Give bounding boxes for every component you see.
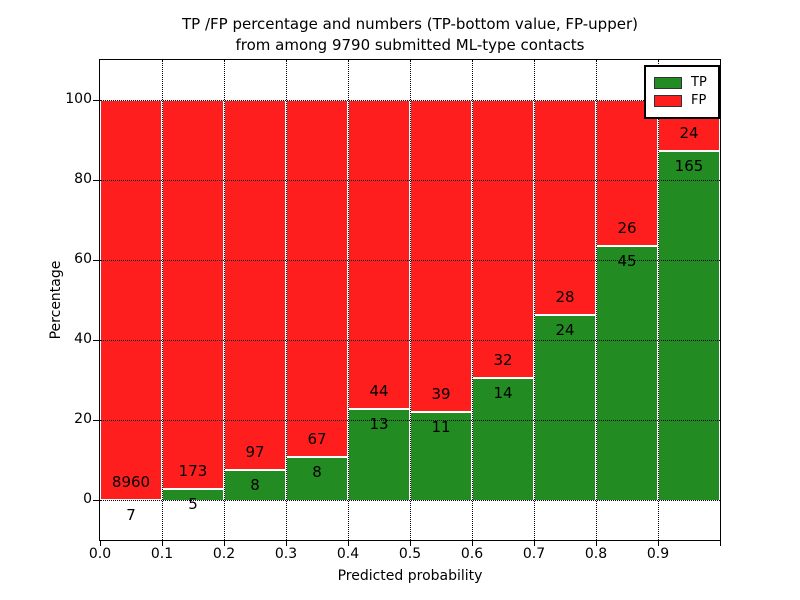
legend: TP FP	[644, 65, 720, 119]
bar-label-tp: 45	[617, 252, 637, 271]
x-tick-label: 0.8	[584, 546, 608, 562]
bar-label-tp: 13	[369, 414, 389, 433]
x-tick-label: 0.7	[522, 546, 546, 562]
x-axis-tick	[100, 540, 101, 546]
gridline-vertical	[286, 60, 287, 540]
x-tick-label: 0.9	[646, 546, 670, 562]
bar-segment-fp	[348, 100, 410, 409]
x-axis-tick	[596, 540, 597, 546]
bar-segment-tp	[348, 408, 410, 500]
bar-segment-tp	[472, 378, 534, 500]
legend-label-tp: TP	[691, 75, 707, 90]
gridline-vertical	[534, 60, 535, 540]
bar-label-tp: 11	[431, 418, 451, 436]
y-tick-label: 60	[74, 251, 92, 267]
gridline-vertical	[410, 60, 411, 540]
bar-segment-tp	[286, 457, 348, 500]
y-axis-tick	[93, 340, 99, 341]
y-tick-label: 100	[65, 91, 92, 107]
y-axis-tick	[93, 500, 99, 501]
chart-title: TP /FP percentage and numbers (TP-bottom…	[100, 14, 720, 56]
bar-label-fp: 173	[178, 461, 208, 480]
bar-segment-fp	[224, 100, 286, 470]
x-tick-label: 0.3	[274, 546, 298, 562]
bar-segment-fp	[100, 100, 162, 500]
y-tick-label: 20	[74, 411, 92, 427]
legend-row-fp: FP	[654, 93, 710, 109]
gridline-vertical	[658, 60, 659, 540]
y-tick-label: 0	[83, 491, 92, 507]
y-axis-tick	[93, 180, 99, 181]
gridline-vertical	[162, 60, 163, 540]
plot-inner: 8960 7 173 5 97 8 67 8 44 13 39 11 32 14 28 24 26 45 24 165	[93, 60, 721, 546]
x-tick-label: 0.5	[398, 546, 422, 562]
y-axis-label: Percentage	[48, 260, 64, 340]
gridline-vertical	[348, 60, 349, 540]
bar-segment-tp	[596, 246, 658, 500]
bar-label-fp: 28	[555, 288, 575, 307]
y-axis-tick	[93, 420, 99, 421]
bar-label-tp: 8	[250, 475, 260, 494]
bar-segment-fp	[534, 100, 596, 316]
x-axis-tick	[720, 540, 721, 546]
bar-label-tp: 165	[674, 156, 704, 175]
bar-label-tp: 8	[312, 463, 322, 482]
legend-label-fp: FP	[691, 93, 707, 108]
gridline-vertical	[224, 60, 225, 540]
bar-segment-tp	[410, 412, 472, 500]
x-axis-tick	[162, 540, 163, 546]
gridline-vertical	[596, 60, 597, 540]
bar-segment-fp	[410, 100, 472, 412]
bar-label-tp: 24	[555, 321, 575, 340]
y-axis-tick	[93, 260, 99, 261]
bar-segment-tp	[658, 150, 720, 500]
x-axis-tick	[658, 540, 659, 546]
bar-segment-fp	[286, 100, 348, 458]
bar-label-fp: 26	[617, 219, 637, 238]
x-tick-label: 0.6	[460, 546, 484, 562]
bar-segment-fp	[596, 100, 658, 247]
x-axis-tick	[410, 540, 411, 546]
bar-label-fp: 97	[245, 442, 265, 461]
x-axis-tick	[534, 540, 535, 546]
plot-area: 8960 7 173 5 97 8 67 8 44 13 39 11 32 14 28 24 26 45 24 165…	[93, 59, 721, 546]
bar-label-tp: 14	[493, 384, 513, 403]
x-axis-tick	[286, 540, 287, 546]
legend-patch-tp	[654, 77, 682, 89]
x-axis-label: Predicted probability	[337, 568, 483, 584]
x-tick-label: 0.2	[212, 546, 236, 562]
legend-patch-fp	[654, 95, 682, 107]
bar-segment-fp	[472, 100, 534, 379]
y-axis-tick	[93, 100, 99, 101]
bar-label-fp: 39	[431, 385, 451, 403]
bar-segment-tp	[224, 469, 286, 500]
x-axis-tick	[224, 540, 225, 546]
bar-label-fp: 8960	[111, 472, 151, 491]
bar-label-fp: 24	[679, 123, 699, 142]
y-tick-label: 80	[74, 171, 92, 187]
bar-label-tp: 5	[188, 494, 198, 513]
bar-label-fp: 67	[307, 430, 327, 449]
x-axis-tick	[472, 540, 473, 546]
x-axis-tick	[348, 540, 349, 546]
legend-row-tp: TP	[654, 75, 710, 91]
chart-title-line1: TP /FP percentage and numbers (TP-bottom…	[182, 15, 638, 33]
bar-segment-fp	[162, 100, 224, 489]
y-tick-label: 40	[74, 331, 92, 347]
gridline-vertical	[472, 60, 473, 540]
bar-segment-tp	[534, 315, 596, 500]
x-tick-label: 0.0	[88, 546, 112, 562]
bar-label-fp: 44	[369, 381, 389, 400]
x-tick-label: 0.1	[150, 546, 174, 562]
x-tick-label: 0.4	[336, 546, 360, 562]
bar-label-tp: 7	[126, 505, 136, 524]
bar-label-fp: 32	[493, 351, 513, 370]
chart-title-line2: from among 9790 submitted ML-type contac…	[235, 36, 585, 54]
